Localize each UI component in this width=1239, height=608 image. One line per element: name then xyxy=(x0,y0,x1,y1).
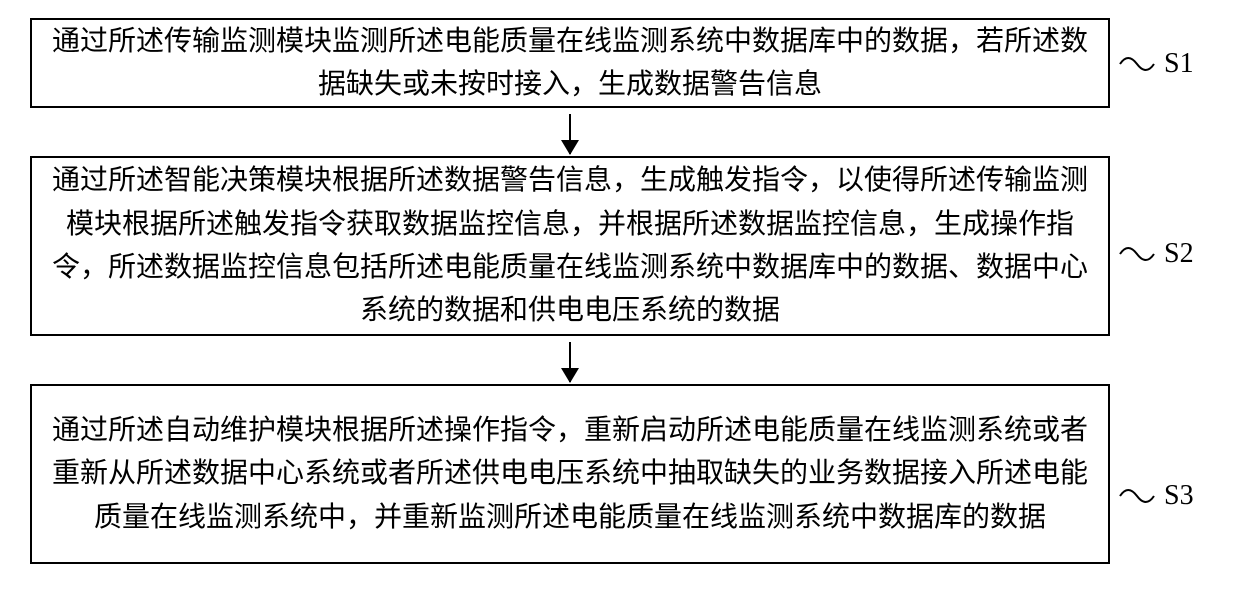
wave-connector-icon xyxy=(1118,50,1156,78)
arrow-s2-s3 xyxy=(30,336,1110,384)
step-label-s2: S2 xyxy=(1118,238,1194,270)
wave-connector-icon xyxy=(1118,240,1156,268)
step-text-s2: 通过所述智能决策模块根据所述数据警告信息，生成触发指令，以使得所述传输监测模块根… xyxy=(46,159,1094,333)
step-label-s3: S3 xyxy=(1118,480,1194,512)
flowchart-container: 通过所述传输监测模块监测所述电能质量在线监测系统中数据库中的数据，若所述数据缺失… xyxy=(30,18,1110,564)
step-label-text-s3: S3 xyxy=(1164,480,1194,512)
wave-connector-icon xyxy=(1118,482,1156,510)
step-label-s1: S1 xyxy=(1118,48,1194,80)
arrow-s1-s2 xyxy=(30,108,1110,156)
step-label-text-s2: S2 xyxy=(1164,238,1194,270)
step-box-s3: 通过所述自动维护模块根据所述操作指令，重新启动所述电能质量在线监测系统或者重新从… xyxy=(30,384,1110,564)
step-text-s1: 通过所述传输监测模块监测所述电能质量在线监测系统中数据库中的数据，若所述数据缺失… xyxy=(46,20,1094,107)
step-text-s3: 通过所述自动维护模块根据所述操作指令，重新启动所述电能质量在线监测系统或者重新从… xyxy=(46,409,1094,539)
step-label-text-s1: S1 xyxy=(1164,48,1194,80)
step-box-s1: 通过所述传输监测模块监测所述电能质量在线监测系统中数据库中的数据，若所述数据缺失… xyxy=(30,18,1110,108)
step-box-s2: 通过所述智能决策模块根据所述数据警告信息，生成触发指令，以使得所述传输监测模块根… xyxy=(30,156,1110,336)
